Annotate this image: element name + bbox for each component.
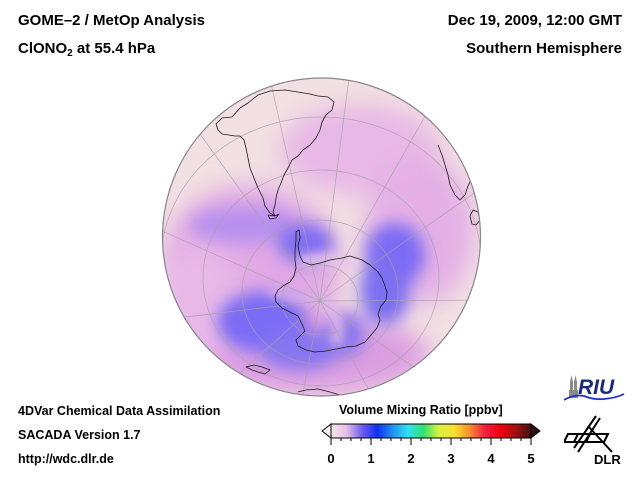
species-subscript: 2	[67, 48, 73, 59]
coast-australia	[297, 388, 341, 396]
coast-new-zealand	[245, 364, 271, 375]
footer-version: SACADA Version 1.7	[18, 428, 141, 442]
colorbar-tick-label: 2	[407, 451, 415, 466]
coast-tierra-del-fuego	[267, 213, 280, 220]
colorbar-tick-label: 1	[367, 451, 375, 466]
footer-url[interactable]: http://wdc.dlr.de	[18, 452, 114, 466]
dlr-logo-text: DLR	[594, 452, 621, 467]
riu-logo-text: RIU	[578, 376, 615, 399]
title-species: ClONO2 at 55.4 hPa	[18, 40, 156, 59]
colorbar-tick-label: 4	[487, 451, 495, 466]
colorbar-gradient	[330, 423, 532, 439]
colorbar-tick-label: 0	[327, 451, 335, 466]
globe-outline	[161, 77, 482, 397]
graticule	[162, 78, 481, 396]
south-pole-marker	[318, 299, 322, 303]
title-product: GOME–2 / MetOp Analysis	[18, 12, 205, 29]
cathedral-icon	[569, 375, 578, 398]
coast-antarctica	[274, 229, 388, 353]
river-icon	[564, 393, 625, 401]
coast-south-america	[215, 89, 335, 217]
colorbar-tick-label: 3	[447, 451, 455, 466]
colorbar-tick-label: 5	[527, 451, 535, 466]
species-name: ClONO	[18, 40, 68, 57]
analysis-date: Dec 19, 2009, 12:00 GMT	[447, 12, 622, 29]
footer-method: 4DVar Chemical Data Assimilation	[18, 404, 221, 418]
hemisphere-label: Southern Hemisphere	[466, 40, 622, 57]
colorbar-min-arrow	[321, 422, 332, 440]
riu-logo[interactable]: RIU	[564, 372, 632, 404]
colorbar-ticks	[330, 438, 532, 445]
colorbar-max-arrow	[530, 422, 541, 440]
colorbar	[321, 422, 541, 445]
globe-field	[162, 78, 481, 396]
dlr-emblem-icon	[564, 415, 613, 453]
dlr-logo[interactable]: DLR	[564, 412, 632, 468]
colorbar-title: Volume Mixing Ratio [ppbv]	[339, 403, 503, 417]
species-level: at 55.4 hPa	[72, 40, 156, 57]
